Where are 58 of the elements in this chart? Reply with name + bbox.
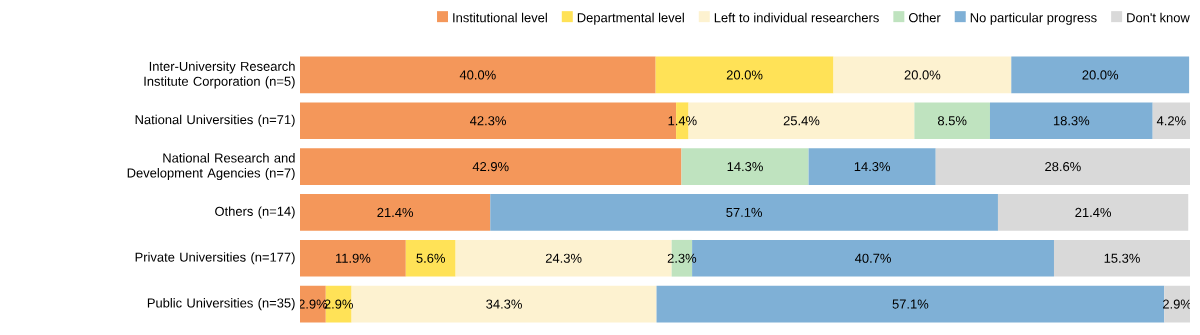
data-label: 21.4%: [377, 207, 414, 217]
bar: [935, 148, 1191, 185]
y-tick-label: Others (n=14): [215, 206, 295, 219]
bar: [833, 56, 1012, 94]
data-label: 15.3%: [1104, 253, 1140, 263]
legend-label: Left to individual researchers: [714, 12, 879, 23]
bar: [989, 102, 1153, 140]
data-label: 57.1%: [726, 207, 763, 217]
bar: [656, 285, 1165, 323]
legend-label: Other: [908, 12, 941, 23]
data-label: 20.0%: [1082, 70, 1119, 80]
data-label: 1.4%: [668, 116, 697, 126]
bar: [351, 285, 657, 323]
data-label: 42.9%: [472, 162, 509, 172]
bar: [808, 148, 936, 185]
bar: [997, 194, 1189, 231]
data-label: 25.4%: [783, 116, 820, 126]
data-label: 5.6%: [416, 253, 445, 263]
bar: [1011, 56, 1190, 94]
bar: [1053, 239, 1191, 277]
data-label: 57.1%: [892, 299, 929, 309]
data-label: 4.2%: [1156, 116, 1186, 126]
data-label: 34.3%: [486, 299, 522, 309]
y-tick-label: Inter-University Research Institute Corporation (n=5): [144, 61, 295, 89]
data-label: 11.9%: [336, 253, 371, 263]
bar: [300, 239, 406, 277]
data-label: 20.0%: [726, 70, 763, 80]
bar: [914, 102, 990, 140]
data-label: 14.3%: [727, 162, 763, 172]
y-tick-label: National Research and Development Agencies (n=7): [127, 153, 295, 181]
bar: [655, 56, 834, 94]
bar: [300, 285, 326, 323]
y-tick-label: Private Universities (n=177): [135, 252, 295, 265]
bar: [300, 148, 682, 185]
bar: [1152, 102, 1191, 140]
legend-label: No particular progress: [970, 12, 1097, 25]
bar: [405, 239, 456, 277]
bar: [300, 194, 491, 231]
legend-label: Departmental level: [577, 12, 684, 25]
data-label: 14.3%: [854, 162, 891, 172]
bar: [1164, 285, 1191, 323]
data-label: 24.3%: [545, 253, 582, 263]
y-tick-label: National Universities (n=71): [135, 114, 295, 127]
data-label: 2.3%: [667, 253, 697, 263]
data-label: 28.6%: [1045, 162, 1081, 172]
data-label: 20.0%: [904, 70, 941, 80]
data-label: 21.4%: [1075, 207, 1111, 217]
data-label: 40.7%: [854, 253, 891, 263]
bar: [300, 56, 656, 94]
bar: [490, 194, 998, 231]
bar: [681, 148, 809, 185]
data-label: 18.3%: [1053, 116, 1090, 126]
data-label: 8.5%: [937, 116, 967, 126]
y-tick-label: Public Universities (n=35): [147, 298, 295, 311]
legend-label: Don't know: [1127, 12, 1190, 23]
data-label: 40.0%: [459, 70, 496, 80]
legend-label: Institutional level: [453, 12, 547, 23]
data-label: 42.3%: [469, 116, 506, 126]
